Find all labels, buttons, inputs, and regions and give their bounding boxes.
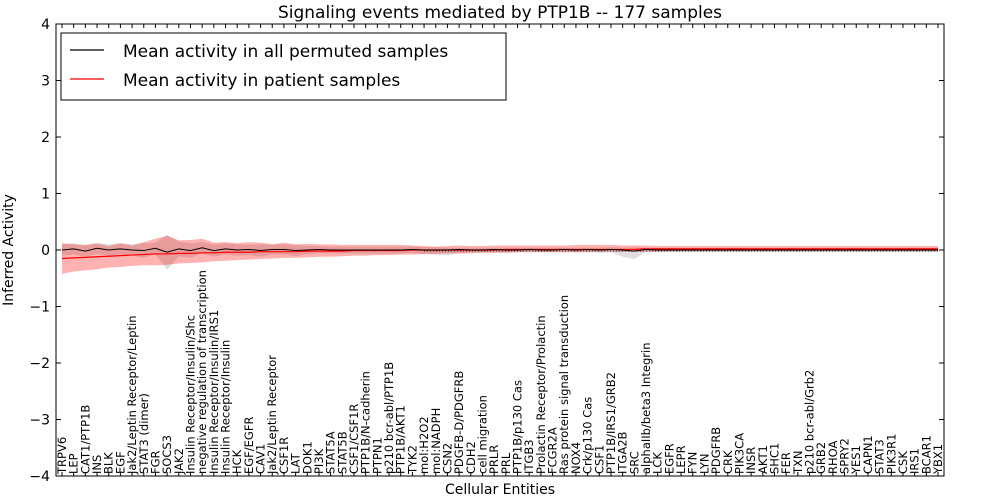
x-tick-label: LYN [697,453,711,474]
x-tick-label: LAT [289,452,303,474]
x-tick-label: Insulin Receptor/Insulin [219,340,233,474]
x-tick-label: STAT3 [873,439,887,474]
x-tick-label: negative regulation of transcription [195,270,209,474]
x-tick-label: PDGFRB [709,427,723,474]
x-tick-label: TRPV6 [55,437,69,475]
x-tick-label: Jak2/Leptin Receptor [265,355,279,475]
y-tick-label: −1 [29,300,50,316]
x-tick-label: CSF1R [277,437,291,474]
x-tick-label: Crk/p130 Cas [581,397,595,474]
x-tick-label: EGFR [662,443,676,474]
x-tick-label: STAT3 (dimer) [137,393,151,474]
x-tick-label: LEPR [674,445,688,474]
x-tick-label: SOCS3 [160,435,174,474]
x-tick-label: mol:NADPH [429,408,443,474]
y-tick-label: 2 [41,130,50,146]
x-tick-label: TYK2 [405,445,419,475]
x-tick-label: CAV1 [254,444,268,474]
y-tick-label: −3 [29,413,50,429]
y-ticks: 4 3 2 1 0 −1 −2 −3 −4 [29,17,944,485]
x-tick-label: PTP1B/AKT1 [394,405,408,474]
x-tick-label: SHC1 [767,443,781,474]
x-tick-label: PTP1B/N-cadherin [359,371,373,474]
legend-label-patient: Mean activity in patient samples [123,71,400,91]
y-tick-label: 4 [41,17,50,33]
x-tick-label: PTP1B/IRS1/GRB2 [604,372,618,474]
x-tick-label: CSN2 [440,443,454,474]
legend: Mean activity in all permuted samples Me… [60,32,507,101]
x-tick-label: JAK2 [172,448,186,475]
x-tick-label: Insulin Receptor/Insulin/IRS1 [207,310,221,474]
x-tick-label: FGR [148,450,162,474]
x-tick-label: PRL [499,452,513,474]
x-tick-label: LCK [651,452,665,474]
x-tick-label: Jak2/Leptin Receptor/Leptin [125,316,139,475]
x-tick-label: SPRY2 [838,438,852,474]
x-tick-label: YES1 [849,445,863,475]
x-tick-label: CSF1/CSF1R [347,404,361,474]
chart-title: Signaling events mediated by PTP1B -- 17… [278,3,722,23]
x-tick-label: Prolactin Receptor/Prolactin [534,315,548,474]
x-tick-label: IRS1 [908,448,922,474]
line-permuted [61,247,938,253]
x-tick-label: FYN [686,452,700,474]
band-patient [62,235,938,274]
x-tick-label: Ras protein signal transduction [557,295,571,474]
x-tick-label: CDH2 [464,441,478,474]
x-tick-label: ITGB3 [522,439,536,474]
y-tick-label: 0 [41,243,50,259]
x-tick-label: CAPN1 [861,435,875,474]
legend-label-permuted: Mean activity in all permuted samples [123,42,448,62]
x-tick-label: ITGA2B [616,431,630,474]
x-tick-label: CAT1/PTP1B [78,405,92,474]
x-tick-label: mol:H2O2 [417,416,431,474]
x-tick-label: INS [90,455,104,474]
x-tick-label: FER [779,452,793,474]
x-tick-label: PIK3R1 [884,434,898,475]
plot-frame [55,23,945,477]
x-tick-label: NOX4 [569,442,583,474]
x-tick-label: STAT5A [324,431,338,474]
x-tick-label: STAT5B [335,431,349,474]
x-tick-label: CSK [896,451,910,474]
x-tick-label: PTPN1 [370,437,384,474]
y-axis-label: Inferred Activity [1,194,17,306]
x-tick-label: PRLR [487,445,501,474]
x-tick-label: INSR [744,447,758,474]
x-tick-label: BLK [102,452,116,474]
x-tick-label: p210 bcr-abl/Grb2 [803,370,817,474]
series-lines [61,247,938,260]
x-tick-label: p210 bcr-abl/PTP1B [382,362,396,474]
x-tick-label: PI3K [312,448,326,474]
x-tick-label: alphaIIb/beta3 Integrin [639,342,653,474]
x-tick-label: cell migration [475,395,489,474]
x-axis-label: Cellular Entities [445,482,555,498]
legend-box [60,32,507,101]
x-tick-label: GRB2 [814,442,828,474]
x-tick-label: DOK1 [300,441,314,474]
x-tick-label: HCK [230,449,244,474]
x-tick-label: CSF1 [592,445,606,474]
x-tick-label: PDGFB-D/PDGFRB [452,371,466,474]
x-tick-label: Insulin Receptor/Insulin/Shc [183,315,197,474]
x-tick-label: FCGR2A [546,427,560,474]
x-tick-label: PTP1B/p130 Cas [511,380,525,474]
x-tick-label: EGF/EGFR [242,417,256,474]
x-tick-label: LEP [67,453,81,474]
x-tick-label: TXN [791,450,805,475]
x-tick-label: YBX1 [931,444,945,475]
x-tick-label: AKT1 [756,445,770,474]
y-tick-label: −2 [29,356,50,372]
x-tick-label: RHOA [826,441,840,474]
x-tick-label: CRK [721,450,735,474]
x-tick-label: PIK3CA [732,433,746,474]
x-tick-label: EGF [113,451,127,474]
x-tick-label: BCAR1 [919,435,933,474]
y-tick-label: −4 [29,469,50,485]
y-tick-label: 1 [41,187,50,203]
x-tick-label: SRC [627,451,641,474]
y-tick-label: 3 [41,74,50,90]
